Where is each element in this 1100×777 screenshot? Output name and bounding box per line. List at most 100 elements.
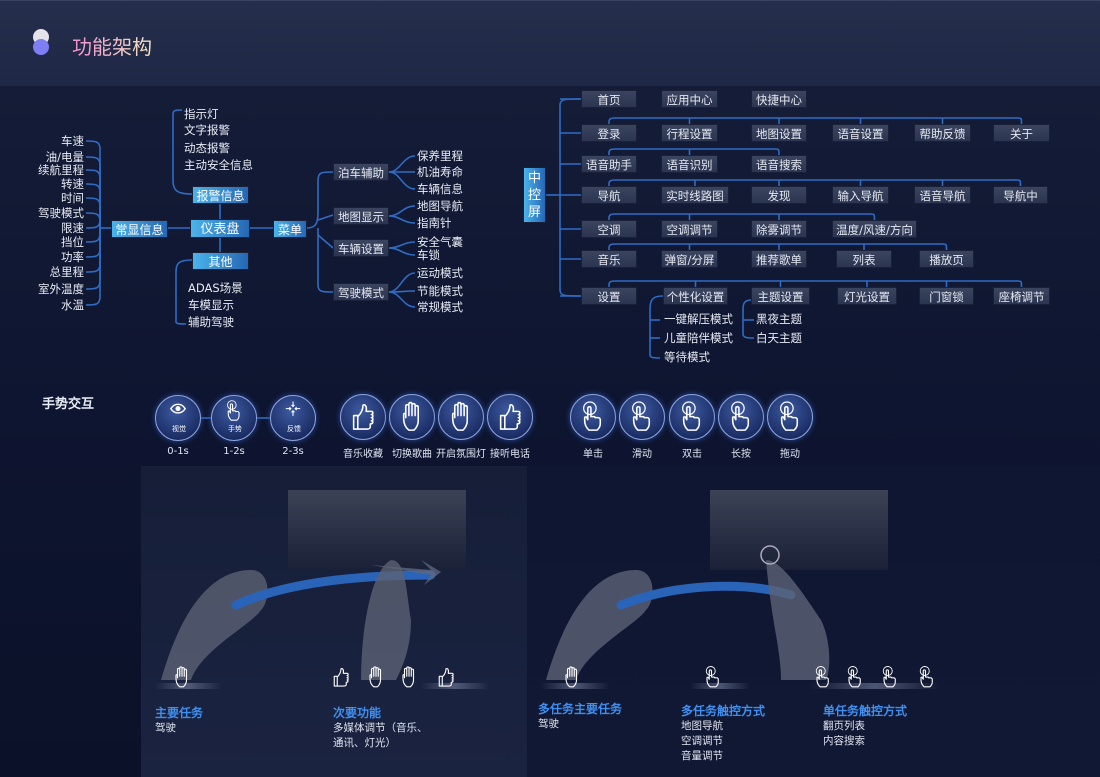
connector: [317, 234, 334, 249]
center-node: 灯光设置: [837, 287, 897, 305]
center-node: 主题设置: [751, 287, 810, 305]
tap-gesture-button[interactable]: [570, 394, 616, 440]
gesture-label: 双击: [682, 449, 702, 460]
hand-gesture-gesture-button[interactable]: 手势: [211, 395, 257, 441]
always-on-item: 限速: [61, 221, 84, 235]
connector: [742, 299, 755, 339]
drag-icon: [777, 401, 803, 432]
connector: [559, 195, 582, 297]
swipe-icon: [629, 401, 655, 432]
thumbs-up-icon: [437, 665, 455, 689]
thumbs-up-gesture-button[interactable]: [340, 394, 386, 440]
other-item: 辅助驾驶: [188, 315, 234, 329]
scenario-title: 多任务触控方式: [681, 704, 766, 718]
connector: [306, 171, 334, 229]
driving-hands-illustration: [161, 545, 830, 680]
always-on-item: 室外温度: [38, 282, 84, 296]
always-on-item: 转速: [61, 177, 84, 191]
center-node: 语音搜索: [751, 155, 807, 173]
long-press-gesture-button[interactable]: [718, 394, 764, 440]
connector: [85, 156, 101, 228]
highlight-bar: [155, 683, 222, 689]
finger-heart-icon: [448, 401, 474, 432]
gesture-section-title: 手势交互: [42, 397, 95, 412]
scenario-title: 单任务触控方式: [823, 704, 908, 718]
hand-icon: [563, 665, 581, 689]
connector: [388, 205, 416, 217]
always-on-item: 总里程: [49, 265, 85, 279]
alert-item: 指示灯: [184, 107, 219, 121]
tap-icon: [846, 665, 864, 689]
connector: [388, 155, 416, 173]
center-node: 地图设置: [751, 124, 807, 142]
menu-leaf-item: 指南针: [417, 216, 452, 230]
gesture-inner-label: 手势: [228, 425, 242, 433]
gesture-label: 切换歌曲: [392, 449, 432, 460]
alert-item: 文字报警: [184, 123, 230, 137]
gesture-label: 拖动: [780, 449, 800, 460]
always-on-item: 油/电量: [45, 150, 84, 164]
eye-gesture-button[interactable]: 视觉: [155, 395, 201, 441]
center-node: 座椅调节: [993, 287, 1050, 305]
page-header: 功能架构: [0, 0, 1100, 86]
menu-leaf-item: 机油寿命: [417, 165, 463, 179]
center-node: 播放页: [919, 250, 974, 268]
tap-icon: [704, 665, 722, 689]
menu-leaf-item: 保养里程: [417, 149, 463, 163]
always-on-item: 续航里程: [38, 163, 84, 177]
connector: [608, 243, 948, 251]
center-node: 门窗锁: [919, 287, 974, 305]
center-node: 个性化设置: [663, 287, 728, 305]
thumbs-up-icon: [332, 665, 350, 689]
connector: [608, 148, 780, 156]
node-other: 其他: [192, 252, 249, 270]
center-node: 除雾调节: [751, 220, 807, 238]
center-node: 推荐歌单: [751, 250, 807, 268]
menu-leaf-item: 车辆信息: [417, 182, 463, 196]
connector: [608, 117, 1023, 125]
connector: [388, 272, 416, 293]
connector: [85, 183, 101, 228]
highlight-bar: [420, 683, 490, 689]
center-node: 发现: [751, 186, 807, 204]
connector: [85, 169, 101, 228]
connector: [388, 171, 416, 190]
center-node: 语音识别: [661, 155, 718, 173]
center-node: 首页: [581, 90, 637, 108]
tap-icon: [814, 665, 832, 689]
scenario-title: 多任务主要任务: [538, 702, 623, 716]
theme-item: 白天主题: [756, 331, 802, 345]
gesture-label: 音乐收藏: [343, 449, 383, 460]
feedback-gesture-button[interactable]: 反馈: [270, 395, 316, 441]
center-node: 导航中: [993, 186, 1048, 204]
finger-heart-gesture-button[interactable]: [438, 394, 484, 440]
connector: [85, 219, 101, 229]
center-node: 设置: [581, 287, 637, 305]
scenario-title: 次要功能: [333, 706, 382, 720]
hand-icon: [400, 665, 418, 689]
thumbs-up-icon: [350, 401, 376, 432]
gesture-label: 单击: [583, 449, 603, 460]
always-on-item: 水温: [61, 298, 84, 312]
scenario-text: 驾驶: [538, 718, 559, 730]
swipe-gesture-button[interactable]: [619, 394, 665, 440]
tap-icon: [580, 401, 606, 432]
hand-swipe-gesture-button[interactable]: [389, 394, 435, 440]
menu-group-node: 驾驶模式: [333, 283, 389, 301]
gesture-label: 2-3s: [282, 446, 304, 457]
connector: [175, 259, 193, 325]
gesture-label: 滑动: [632, 449, 652, 460]
drag-gesture-button[interactable]: [767, 394, 813, 440]
gesture-label: 0-1s: [167, 446, 189, 457]
scenario-text: 驾驶: [155, 722, 176, 734]
gesture-label: 长按: [731, 449, 751, 460]
center-node: 空调: [581, 220, 637, 238]
always-on-item: 功率: [61, 250, 84, 264]
double-tap-gesture-button[interactable]: [669, 394, 715, 440]
center-node: 弹窗/分屏: [661, 250, 718, 268]
center-node: 快捷中心: [751, 90, 807, 108]
scenario-text: 地图导航 空调调节 音量调节: [681, 720, 723, 762]
center-node: 语音设置: [832, 124, 889, 142]
menu-group-node: 车辆设置: [333, 239, 389, 257]
call-hand-gesture-button[interactable]: [487, 394, 533, 440]
